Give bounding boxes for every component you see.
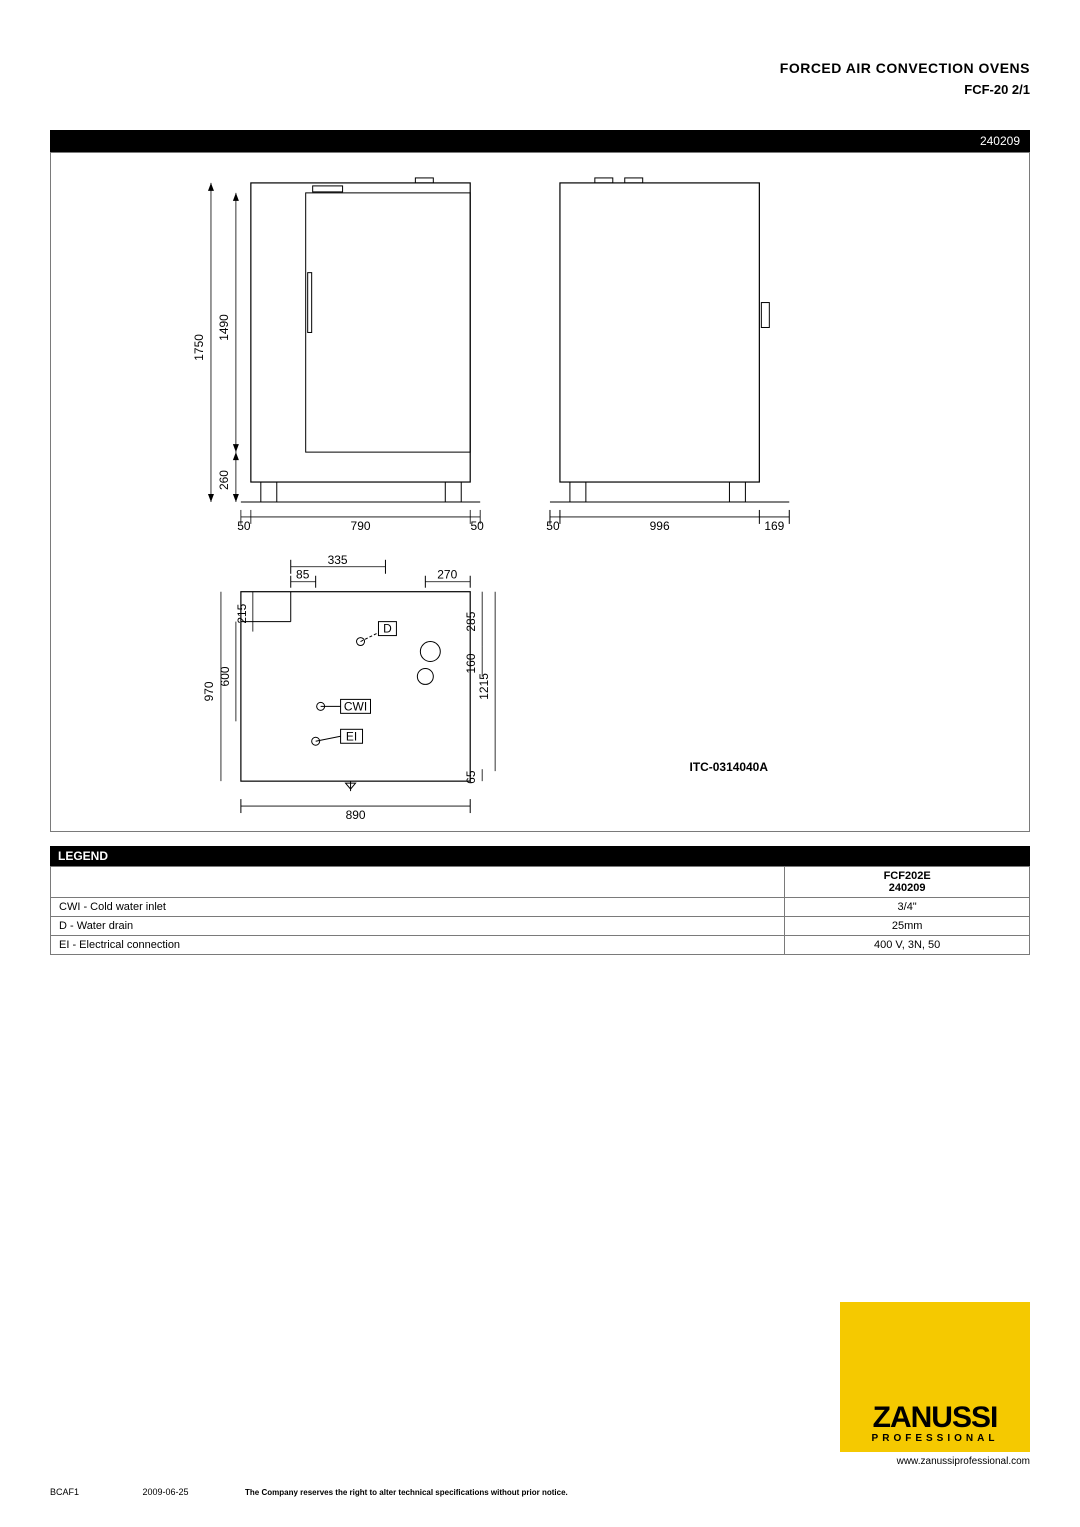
dim-335: 335 [328, 553, 348, 567]
dim-970: 970 [202, 681, 216, 701]
bottom-view: 890 335 85 270 970 600 215 [202, 553, 495, 822]
technical-drawing: 1750 1490 260 50 790 50 [50, 152, 1030, 832]
dim-215: 215 [235, 603, 249, 623]
legend-value: 25mm [785, 917, 1030, 936]
footer-disclaimer: The Company reserves the right to alter … [245, 1488, 568, 1497]
logo-url: www.zanussiprofessional.com [840, 1456, 1030, 1467]
dim-50c: 50 [546, 519, 560, 533]
logo-block: ZANUSSI PROFESSIONAL www.zanussiprofessi… [840, 1302, 1030, 1467]
table-row: CWI - Cold water inlet 3/4" [51, 898, 1030, 917]
page-footer: BCAF1 2009-06-25 The Company reserves th… [50, 1487, 568, 1497]
dim-1215: 1215 [477, 673, 491, 700]
dim-890: 890 [346, 808, 366, 822]
dim-1750: 1750 [192, 334, 206, 361]
table-row: EI - Electrical connection 400 V, 3N, 50 [51, 936, 1030, 955]
legend-header: LEGEND [50, 846, 1030, 866]
dim-790: 790 [351, 519, 371, 533]
dim-260: 260 [217, 470, 231, 490]
header-subtitle: FCF-20 2/1 [780, 82, 1030, 97]
brand-logo: ZANUSSI PROFESSIONAL [840, 1302, 1030, 1452]
legend-table: FCF202E 240209 CWI - Cold water inlet 3/… [50, 866, 1030, 955]
dim-65: 65 [464, 770, 478, 784]
legend-value: 400 V, 3N, 50 [785, 936, 1030, 955]
drawing-reference: ITC-0314040A [690, 760, 769, 774]
logo-sub: PROFESSIONAL [872, 1433, 999, 1444]
side-view: 50 996 169 [546, 178, 789, 533]
model-line1: FCF202E [793, 870, 1021, 882]
legend-title: LEGEND [58, 849, 108, 863]
footer-code: BCAF1 [50, 1487, 140, 1497]
drawing-svg: 1750 1490 260 50 790 50 [51, 153, 1029, 831]
legend-label: CWI - Cold water inlet [51, 898, 785, 917]
dim-50a: 50 [237, 519, 251, 533]
legend-value: 3/4" [785, 898, 1030, 917]
table-row: FCF202E 240209 [51, 867, 1030, 898]
dim-600: 600 [218, 666, 232, 686]
footer-date: 2009-06-25 [143, 1487, 243, 1497]
logo-brand: ZANUSSI [873, 1401, 998, 1435]
table-row: D - Water drain 25mm [51, 917, 1030, 936]
legend-empty-header [51, 867, 785, 898]
label-d: D [383, 622, 392, 636]
dim-169: 169 [764, 519, 784, 533]
product-code: 240209 [980, 134, 1020, 148]
dim-285: 285 [464, 611, 478, 631]
dim-996: 996 [650, 519, 670, 533]
dim-160: 160 [464, 653, 478, 673]
dim-50b: 50 [471, 519, 485, 533]
label-ei: EI [346, 729, 357, 743]
dim-270: 270 [437, 568, 457, 582]
dim-1490: 1490 [217, 314, 231, 341]
dim-85: 85 [296, 568, 310, 582]
front-view: 1750 1490 260 50 790 50 [192, 178, 484, 533]
model-line2: 240209 [793, 882, 1021, 894]
header-title: FORCED AIR CONVECTION OVENS [780, 60, 1030, 76]
product-code-bar: 240209 [50, 130, 1030, 152]
legend-model-header: FCF202E 240209 [785, 867, 1030, 898]
label-cwi: CWI [344, 699, 367, 713]
legend-label: D - Water drain [51, 917, 785, 936]
page-header: FORCED AIR CONVECTION OVENS FCF-20 2/1 [780, 60, 1030, 97]
legend-label: EI - Electrical connection [51, 936, 785, 955]
